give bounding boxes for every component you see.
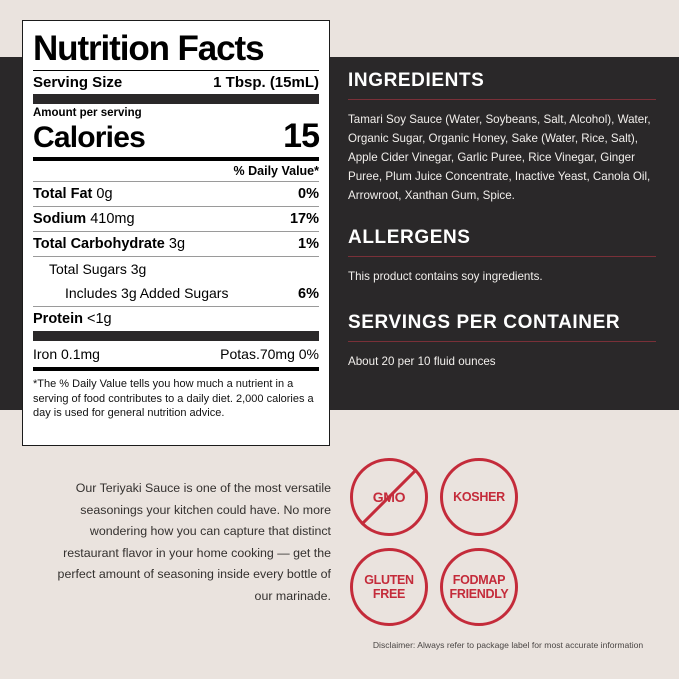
divider-under-calories	[33, 157, 319, 161]
amount-per-serving-label: Amount per serving	[33, 107, 142, 119]
serving-size-value: 1 Tbsp. (15mL)	[213, 74, 319, 91]
badge-label-gluten-line2: FREE	[372, 587, 406, 601]
badge-gluten-free: GLUTEN FREE	[350, 548, 428, 626]
ingredients-divider	[348, 99, 656, 100]
divider-row-4	[33, 306, 319, 307]
nutrient-row-total-carbohydrate: Total Carbohydrate 3g 1%	[33, 232, 319, 256]
certification-badges: GMO KOSHER GLUTEN FREE FODMAP FRIENDLY	[350, 458, 540, 638]
divider-thick-protein	[33, 331, 319, 341]
minerals-row: Iron 0.1mg Potas.70mg 0%	[33, 341, 319, 367]
daily-value-footnote: *The % Daily Value tells you how much a …	[33, 378, 314, 419]
divider-row-3	[33, 256, 319, 257]
nutrient-percent-total-carbohydrate: 1%	[298, 236, 319, 252]
no-slash-icon	[360, 468, 418, 526]
badge-row-top: GMO KOSHER	[350, 458, 540, 536]
nutrient-amount-total-fat: 0g	[96, 186, 113, 202]
allergens-divider	[348, 256, 656, 257]
nutrient-row-added-sugars: Includes 3g Added Sugars 6%	[33, 281, 319, 306]
nutrient-name-sodium: Sodium 410mg	[33, 211, 135, 227]
daily-value-header: % Daily Value*	[233, 164, 319, 178]
nutrient-name-total-sugars: Total Sugars 3g	[49, 261, 147, 277]
nutrient-row-total-sugars: Total Sugars 3g	[33, 257, 319, 281]
nutrient-percent-sodium: 17%	[289, 211, 319, 227]
nutrient-percent-total-fat: 0%	[298, 186, 319, 202]
nutrient-name-total-fat: Total Fat 0g	[33, 186, 113, 202]
allergens-text: This product contains soy ingredients.	[348, 270, 543, 283]
badge-label-kosher: KOSHER	[453, 490, 505, 504]
divider-row-1	[33, 206, 319, 207]
serving-size-row: Serving Size 1 Tbsp. (15mL)	[33, 71, 319, 94]
calories-label: Calories	[33, 121, 146, 154]
badge-label-gluten-free: GLUTEN FREE	[364, 573, 414, 601]
divider-under-dv-header	[33, 181, 319, 182]
nutrient-name-protein: Protein <1g	[33, 311, 112, 327]
divider-under-title	[33, 70, 319, 71]
nutrient-row-total-fat: Total Fat 0g 0%	[33, 182, 319, 206]
product-description: Our Teriyaki Sauce is one of the most ve…	[57, 481, 331, 603]
nutrition-facts-panel: Nutrition Facts Serving Size 1 Tbsp. (15…	[22, 20, 330, 446]
nutrient-name-added-sugars: Includes 3g Added Sugars	[65, 285, 229, 301]
product-info-panel: INGREDIENTS Tamari Soy Sauce (Water, Soy…	[348, 70, 656, 393]
allergens-heading: ALLERGENS	[348, 227, 471, 248]
divider-under-minerals	[33, 367, 319, 371]
calories-row: Calories 15	[33, 117, 320, 157]
nutrient-amount-protein: <1g	[86, 311, 112, 327]
badge-non-gmo: GMO	[350, 458, 428, 536]
divider-thick-serving	[33, 94, 319, 104]
ingredients-heading: INGREDIENTS	[348, 70, 485, 91]
nutrient-percent-added-sugars: 6%	[298, 286, 319, 302]
nutrient-amount-total-carbohydrate: 3g	[168, 236, 186, 252]
calories-value: 15	[283, 117, 320, 155]
mineral-iron: Iron 0.1mg	[33, 346, 100, 362]
badge-label-fodmap-line1: FODMAP	[452, 573, 506, 587]
divider-row-2	[33, 231, 319, 232]
nutrient-amount-sodium: 410mg	[90, 211, 135, 227]
servings-per-container-divider	[348, 341, 656, 342]
servings-per-container-heading: SERVINGS PER CONTAINER	[348, 312, 621, 333]
ingredients-text: Tamari Soy Sauce (Water, Soybeans, Salt,…	[348, 113, 651, 202]
mineral-potassium: Potas.70mg 0%	[220, 346, 319, 362]
badge-kosher: KOSHER	[440, 458, 518, 536]
badge-row-bottom: GLUTEN FREE FODMAP FRIENDLY	[350, 548, 540, 626]
badge-label-gluten-line1: GLUTEN	[364, 573, 414, 587]
nutrient-name-total-carbohydrate: Total Carbohydrate 3g	[33, 236, 186, 252]
badge-fodmap-friendly: FODMAP FRIENDLY	[440, 548, 518, 626]
disclaimer-text: Disclaimer: Always refer to package labe…	[372, 640, 644, 650]
serving-size-label: Serving Size	[33, 74, 123, 91]
nutrient-row-sodium: Sodium 410mg 17%	[33, 207, 319, 231]
servings-per-container-text: About 20 per 10 fluid ounces	[348, 355, 496, 368]
nutrient-row-protein: Protein <1g	[33, 307, 319, 331]
badge-label-fodmap-line2: FRIENDLY	[449, 587, 509, 601]
nutrition-facts-title: Nutrition Facts	[33, 29, 265, 68]
badge-label-fodmap-friendly: FODMAP FRIENDLY	[450, 573, 509, 601]
